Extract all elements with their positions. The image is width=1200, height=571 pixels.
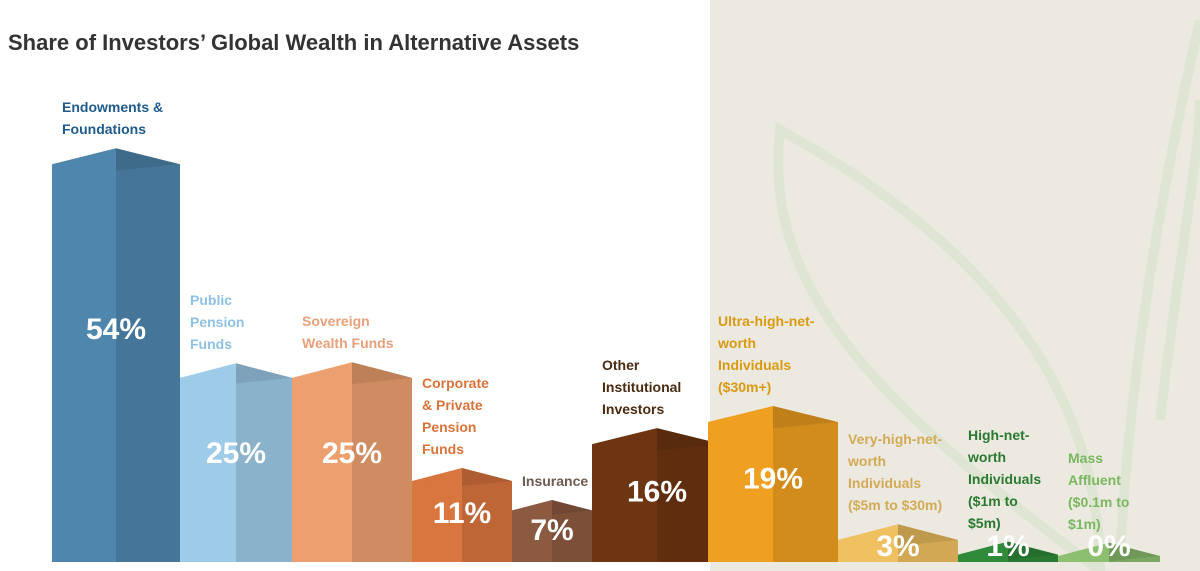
value-label: 0% [1087, 530, 1130, 563]
bar-cap [512, 500, 592, 515]
value-label: 25% [322, 437, 382, 470]
category-label: Very-high-net-worth Individuals ($5m to … [848, 431, 943, 514]
category-label: Public Pension Funds [190, 292, 245, 353]
bar [512, 510, 592, 562]
value-label: 1% [986, 530, 1029, 563]
bar-cap [52, 148, 180, 171]
bar-shade [773, 422, 838, 562]
category-label: High-net-worth Individuals ($1m to $5m) [968, 426, 1042, 531]
bar-cap-shade [236, 363, 292, 384]
bar-shade [1008, 554, 1058, 562]
bar-cap [838, 524, 958, 547]
bar-shade [898, 539, 958, 562]
bar-cap-shade [116, 148, 180, 171]
bar-cap [180, 363, 292, 384]
value-label: 7% [530, 514, 573, 547]
value-label: 16% [627, 476, 687, 509]
bar [412, 480, 512, 562]
category-label: Endowments & Foundations [62, 99, 164, 138]
bar-cap [708, 406, 838, 429]
category-label: Other Institutional Investors [602, 357, 682, 418]
bar-cap-shade [1008, 541, 1058, 560]
bar [180, 377, 292, 562]
value-label: 11% [433, 497, 491, 530]
bar-cap [592, 428, 722, 451]
bar-cap-shade [1109, 542, 1160, 562]
bar-cap-shade [773, 406, 838, 429]
value-label: 3% [876, 530, 919, 563]
category-label: Mass Affluent ($0.1m to $1m) [1068, 449, 1130, 532]
bar-cap-shade [352, 362, 412, 385]
bar-cap [958, 541, 1058, 560]
category-label: Sovereign Wealth Funds [302, 313, 394, 352]
bar-cap [1058, 542, 1160, 562]
bar [292, 377, 412, 562]
value-label: 25% [206, 437, 266, 470]
bar-cap-shade [552, 500, 592, 515]
value-label: 54% [86, 313, 146, 346]
bar-cap [412, 467, 512, 487]
leaf-decoration [773, 18, 1200, 571]
bar-cap-shade [657, 428, 722, 451]
bar-shade [352, 377, 412, 562]
bar [52, 164, 180, 562]
category-label: Corporate & Private Pension Funds [422, 374, 489, 457]
bar-shade [462, 480, 512, 562]
bar-cap-shade [898, 524, 958, 547]
bar-shade [236, 377, 292, 562]
value-label: 19% [743, 463, 803, 496]
category-label: Insurance [522, 473, 589, 490]
bar-shade [116, 164, 180, 562]
bar [708, 422, 838, 562]
category-label: Ultra-high-net-worth Individuals ($30m+) [718, 313, 815, 396]
bar [592, 444, 722, 562]
bar-cap [292, 362, 412, 385]
chart-title: Share of Investors’ Global Wealth in Alt… [8, 30, 580, 55]
bar-shade [552, 510, 592, 562]
bar [838, 539, 958, 562]
bar-cap-shade [462, 467, 512, 487]
bar-shade [1109, 556, 1160, 562]
